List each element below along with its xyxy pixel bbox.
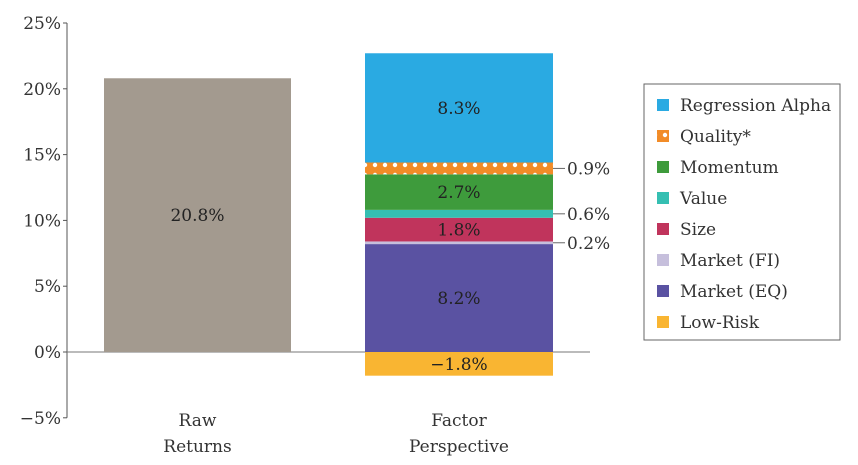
raw-returns-bar — [104, 78, 291, 352]
factor-segment-market-eq — [365, 244, 553, 352]
factor-segment-momentum — [365, 174, 553, 210]
y-tick-label: 0% — [34, 343, 61, 363]
y-tick-label: 10% — [23, 211, 61, 231]
legend-swatch-quality — [657, 130, 669, 142]
legend-label-market-eq: Market (EQ) — [680, 282, 788, 302]
segment-label-size: 1.8% — [437, 221, 480, 241]
legend-swatch-regression-alpha — [657, 99, 669, 111]
y-tick-label: 15% — [23, 146, 61, 166]
legend-swatch-low-risk — [657, 316, 669, 328]
y-tick-label: 5% — [34, 277, 61, 297]
legend-box — [643, 83, 841, 341]
legend-label-regression-alpha: Regression Alpha — [680, 96, 831, 116]
legend-label-market-fi: Market (FI) — [680, 251, 780, 271]
segment-label-market-eq: 8.2% — [437, 289, 480, 309]
bars — [104, 53, 553, 376]
factor-segment-quality — [365, 162, 553, 175]
legend-label-quality: Quality* — [680, 127, 751, 147]
y-tick-label: 20% — [23, 80, 61, 100]
factor-segment-market-fi — [365, 241, 553, 245]
legend-label-low-risk: Low-Risk — [680, 313, 760, 333]
data-labels: 20.8% 8.2% 0.2% 1.8% 0.6% 2.7% 0.9% 8.3% −1.8% — [170, 99, 610, 375]
factor-segment-size — [365, 217, 553, 242]
factor-segment-low-risk — [365, 352, 553, 376]
category-label-line1: Raw — [179, 411, 217, 431]
y-tick-label: 25% — [23, 14, 61, 34]
legend-swatch-market-fi — [657, 254, 669, 266]
segment-label-momentum: 2.7% — [437, 183, 480, 203]
segment-label-value: 0.6% — [567, 205, 610, 225]
legend-label-momentum: Momentum — [680, 158, 779, 178]
legend-swatch-market-eq — [657, 285, 669, 297]
legend-swatch-momentum — [657, 161, 669, 173]
segment-label-quality: 0.9% — [567, 159, 610, 179]
factor-segment-regression-alpha — [365, 53, 553, 163]
raw-returns-value-label: 20.8% — [170, 206, 224, 226]
category-labels: Raw Returns Factor Perspective — [163, 411, 509, 457]
y-tick-label: −5% — [20, 409, 61, 429]
legend-label-size: Size — [680, 220, 716, 240]
legend-label-value: Value — [679, 189, 727, 209]
category-label-line2: Perspective — [409, 437, 509, 457]
category-label-line2: Returns — [163, 437, 231, 457]
segment-label-market-fi: 0.2% — [567, 234, 610, 254]
legend: Regression Alpha Quality* Momentum Value Siz… — [643, 83, 841, 341]
segment-label-regression-alpha: 8.3% — [437, 99, 480, 119]
legend-swatch-size — [657, 223, 669, 235]
factor-segment-value — [365, 209, 553, 218]
legend-swatch-value — [657, 192, 669, 204]
category-label-line1: Factor — [431, 411, 487, 431]
segment-label-low-risk: −1.8% — [430, 355, 487, 375]
